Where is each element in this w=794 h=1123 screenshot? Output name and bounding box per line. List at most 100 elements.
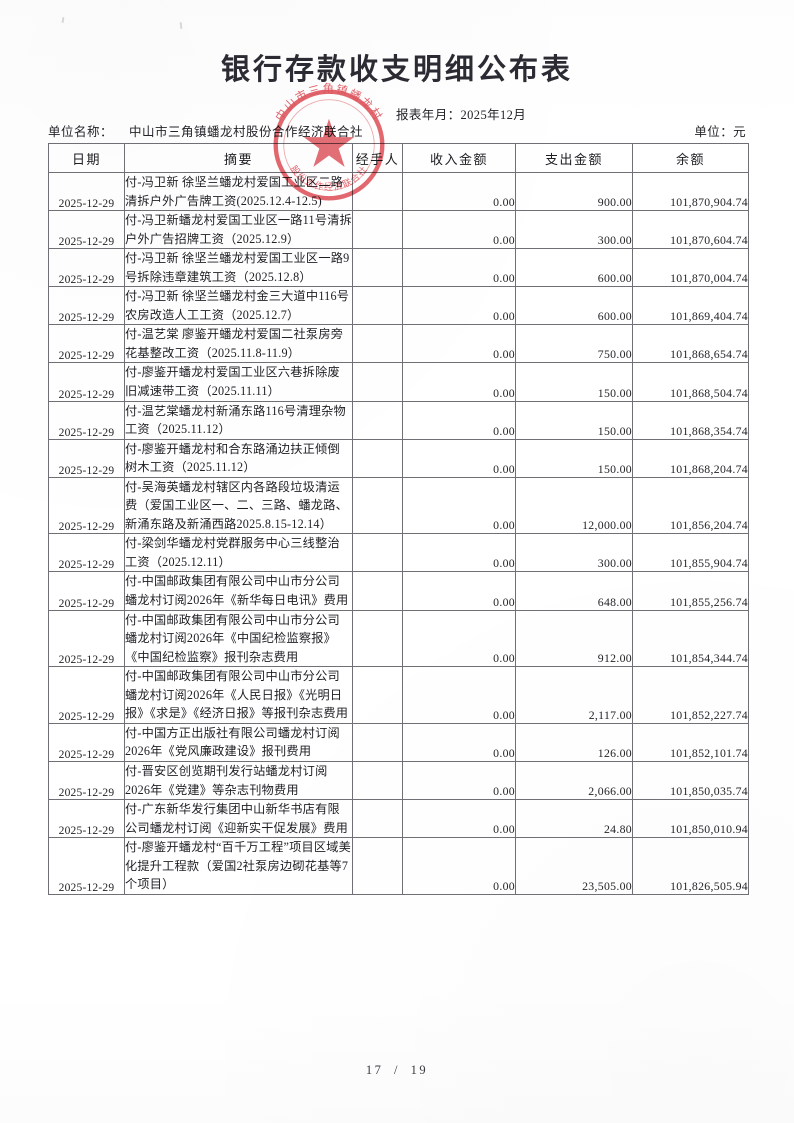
column-header-date: 日期 (48, 143, 125, 173)
cell-balance: 101,868,504.74 (632, 362, 749, 402)
cell-handler (352, 438, 403, 478)
cell-handler (352, 799, 403, 839)
cell-income: 0.00 (402, 362, 516, 402)
column-header-handler: 经手人 (352, 143, 403, 173)
cell-income: 0.00 (402, 248, 516, 288)
cell-date: 2025-12-29 (48, 324, 125, 364)
cell-handler (352, 324, 403, 364)
cell-income: 0.00 (402, 760, 516, 801)
cell-date: 2025-12-29 (48, 476, 125, 535)
table-row: 2025-12-29 付-中国方正出版社有限公司蟠龙村订阅2026年《党风廉政建设… (48, 722, 749, 762)
cell-income: 0.00 (402, 171, 516, 212)
footer-current-page: 17 (365, 1063, 384, 1077)
cell-expense: 300.00 (515, 533, 633, 573)
cell-handler (352, 476, 403, 535)
cell-summary: 付-冯卫新 徐坚兰蟠龙村金三大道中116号农房改造人工工资（2025.12.7） (124, 286, 353, 326)
cell-expense: 2,066.00 (515, 760, 633, 801)
unit-name-value: 中山市三角镇蟠龙村股份合作经济联合社 (129, 125, 364, 139)
cell-income: 0.00 (402, 837, 516, 895)
cell-date: 2025-12-29 (48, 210, 125, 250)
cell-summary: 付-吴海英蟠龙村辖区内各路段垃圾清运费（爱国工业区一、二、三路、蟠龙路、新涌东路… (124, 476, 353, 535)
cell-summary: 付-梁剑华蟠龙村党群服务中心三线整治工资（2025.12.11） (124, 533, 353, 573)
cell-handler (352, 666, 403, 724)
cell-summary: 付-中国方正出版社有限公司蟠龙村订阅2026年《党风廉政建设》报刊费用 (124, 722, 353, 762)
unit-name-row: 单位名称： 中山市三角镇蟠龙村股份合作经济联合社 (48, 121, 363, 140)
cell-expense: 900.00 (515, 171, 633, 212)
report-period: 报表年月：2025年12月 (396, 108, 527, 122)
cell-income: 0.00 (402, 533, 516, 573)
cell-expense: 150.00 (515, 438, 633, 478)
cell-expense: 2,117.00 (515, 666, 633, 724)
cell-balance: 101,870,004.74 (632, 248, 749, 288)
cell-income: 0.00 (402, 722, 516, 762)
cell-summary: 付-冯卫新 徐坚兰蟠龙村爱国工业区二路清拆户外广告牌工资(2025.12.4-1… (124, 171, 353, 212)
table-row: 2025-12-29 付-吴海英蟠龙村辖区内各路段垃圾清运费（爱国工业区一、二、三… (48, 476, 749, 535)
cell-expense: 150.00 (515, 400, 633, 440)
cell-date: 2025-12-29 (48, 722, 125, 762)
cell-summary: 付-广东新华发行集团中山新华书店有限公司蟠龙村订阅《迎新实干促发展》费用 (124, 799, 353, 839)
cell-balance: 101,870,604.74 (632, 210, 749, 250)
cell-date: 2025-12-29 (48, 571, 125, 611)
cell-handler (352, 362, 403, 402)
cell-balance: 101,854,344.74 (632, 609, 749, 668)
cell-income: 0.00 (402, 666, 516, 724)
cell-balance: 101,868,354.74 (632, 400, 749, 440)
cell-handler (352, 248, 403, 288)
cell-expense: 750.00 (515, 324, 633, 364)
cell-income: 0.00 (402, 571, 516, 611)
cell-handler (352, 722, 403, 762)
table-row: 2025-12-29 付-冯卫新 徐坚兰蟠龙村爱国工业区一路9号拆除违章建筑工资（… (48, 248, 749, 288)
cell-date: 2025-12-29 (48, 438, 125, 478)
cell-income: 0.00 (402, 476, 516, 535)
cell-summary: 付-中国邮政集团有限公司中山市分公司蟠龙村订阅2026年《人民日报》《光明日报》… (124, 666, 353, 724)
table-row: 2025-12-29 付-廖鉴开蟠龙村和合东路涌边扶正倾倒树木工资（2025.11… (48, 438, 749, 478)
table-row: 2025-12-29 付-中国邮政集团有限公司中山市分公司蟠龙村订阅2026年《人… (48, 666, 749, 724)
scan-speck (179, 21, 183, 30)
table-header-row: 日期 摘要 经手人 收入金额 支出金额 余额 (48, 143, 749, 173)
cell-summary: 付-中国邮政集团有限公司中山市分公司蟠龙村订阅2026年《中国纪检监察报》《中国… (124, 609, 353, 668)
cell-handler (352, 571, 403, 611)
cell-date: 2025-12-29 (48, 837, 125, 895)
cell-balance: 101,850,010.94 (632, 799, 749, 839)
cell-handler (352, 533, 403, 573)
cell-date: 2025-12-29 (48, 799, 125, 839)
unit-name-label: 单位名称： (48, 125, 114, 139)
cell-balance: 101,869,404.74 (632, 286, 749, 326)
cell-expense: 912.00 (515, 609, 633, 668)
page-footer: 17 / 19 (0, 1063, 794, 1078)
cell-expense: 648.00 (515, 571, 633, 611)
table-row: 2025-12-29 付-廖鉴开蟠龙村爱国工业区六巷拆除废旧减速带工资（2025.… (48, 362, 749, 402)
cell-balance: 101,856,204.74 (632, 476, 749, 535)
column-header-income: 收入金额 (402, 143, 516, 173)
cell-balance: 101,855,904.74 (632, 533, 749, 573)
cell-handler (352, 760, 403, 801)
cell-date: 2025-12-29 (48, 171, 125, 212)
cell-expense: 600.00 (515, 286, 633, 326)
cell-balance: 101,855,256.74 (632, 571, 749, 611)
table-body: 2025-12-29 付-冯卫新 徐坚兰蟠龙村爱国工业区二路清拆户外广告牌工资(2… (48, 171, 749, 895)
cell-balance: 101,868,654.74 (632, 324, 749, 364)
cell-handler (352, 609, 403, 668)
scan-speck (61, 16, 65, 24)
table-row: 2025-12-29 付-冯卫新 徐坚兰蟠龙村金三大道中116号农房改造人工工资（… (48, 286, 749, 326)
cell-expense: 600.00 (515, 248, 633, 288)
cell-balance: 101,870,904.74 (632, 171, 749, 212)
cell-date: 2025-12-29 (48, 533, 125, 573)
bank-deposit-ledger-table: 日期 摘要 经手人 收入金额 支出金额 余额 2025-12-29 付-冯卫新 徐… (48, 143, 749, 895)
svg-text:中山市三角镇蟠龙村: 中山市三角镇蟠龙村 (273, 82, 386, 124)
cell-income: 0.00 (402, 324, 516, 364)
cell-handler (352, 400, 403, 440)
cell-income: 0.00 (402, 609, 516, 668)
cell-summary: 付-晋安区创览期刊发行站蟠龙村订阅2026年《党建》等杂志刊物费用 (124, 760, 353, 801)
table-row: 2025-12-29 付-廖鉴开蟠龙村“百千万工程”项目区域美化提升工程款（爱国2… (48, 837, 749, 895)
cell-date: 2025-12-29 (48, 609, 125, 668)
cell-balance: 101,852,101.74 (632, 722, 749, 762)
cell-expense: 150.00 (515, 362, 633, 402)
cell-balance: 101,868,204.74 (632, 438, 749, 478)
cell-date: 2025-12-29 (48, 286, 125, 326)
table-row: 2025-12-29 付-梁剑华蟠龙村党群服务中心三线整治工资（2025.12.1… (48, 533, 749, 573)
column-header-balance: 余额 (632, 143, 749, 173)
footer-total-pages: 19 (410, 1063, 429, 1077)
cell-income: 0.00 (402, 286, 516, 326)
cell-handler (352, 837, 403, 895)
